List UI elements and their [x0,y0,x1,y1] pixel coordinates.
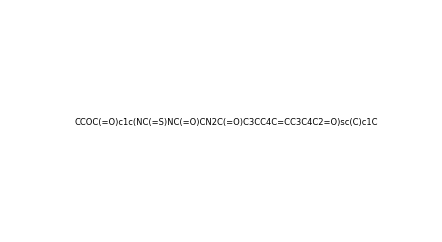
Text: CCOC(=O)c1c(NC(=S)NC(=O)CN2C(=O)C3CC4C=CC3C4C2=O)sc(C)c1C: CCOC(=O)c1c(NC(=S)NC(=O)CN2C(=O)C3CC4C=C… [75,118,378,127]
